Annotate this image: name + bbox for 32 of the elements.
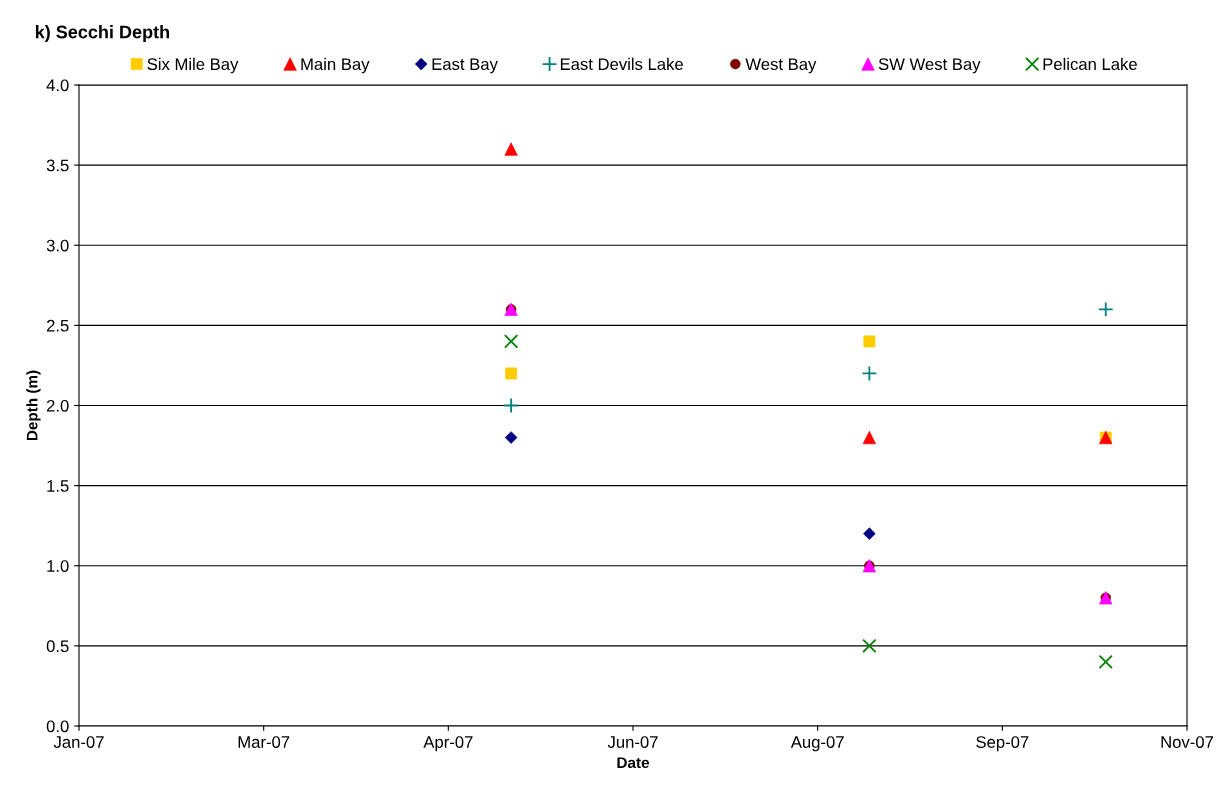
x-tick-label: Sep-07 (976, 736, 1029, 752)
x-tick-label: Mar-07 (238, 736, 290, 748)
legend-label: West Bay (745, 58, 817, 74)
y-tick-label: 3.0 (46, 239, 69, 252)
y-tick-label: 0.5 (46, 640, 69, 653)
y-tick-label: 2.5 (46, 319, 69, 332)
x-tick-label: Apr-07 (423, 736, 473, 752)
legend-label: East Bay (432, 58, 498, 74)
point (503, 397, 519, 414)
legend-label: Pelican Lake (1043, 57, 1137, 71)
point (503, 334, 519, 349)
y-tick-label: 1.5 (47, 480, 69, 492)
legend-label: Main Bay (301, 57, 370, 74)
point (1098, 654, 1113, 670)
x-tick-label: Jun-07 (607, 736, 658, 748)
legend-label: East Devils Lake (560, 57, 683, 71)
point (861, 365, 878, 382)
y-tick-label: 4.0 (46, 79, 69, 92)
y-tick-label: 0.0 (46, 720, 69, 733)
x-tick-label: Jan-07 (53, 736, 104, 748)
chart-title: k) Secchi Depth (35, 25, 170, 42)
y-tick-label: 2.0 (46, 399, 69, 412)
y-tick-label: 3.5 (46, 159, 69, 172)
point (862, 638, 877, 654)
x-tick-label: Nov-07 (1161, 736, 1214, 748)
legend-label: Six Mile Bay (147, 57, 239, 74)
x-tick-label: Aug-07 (790, 736, 844, 752)
y-axis-title: Depth (m) (26, 370, 41, 441)
x-axis-title: Date (617, 757, 650, 769)
y-tick-label: 1.0 (47, 560, 69, 572)
legend-label: SW West Bay (878, 58, 981, 74)
point (1097, 301, 1114, 318)
